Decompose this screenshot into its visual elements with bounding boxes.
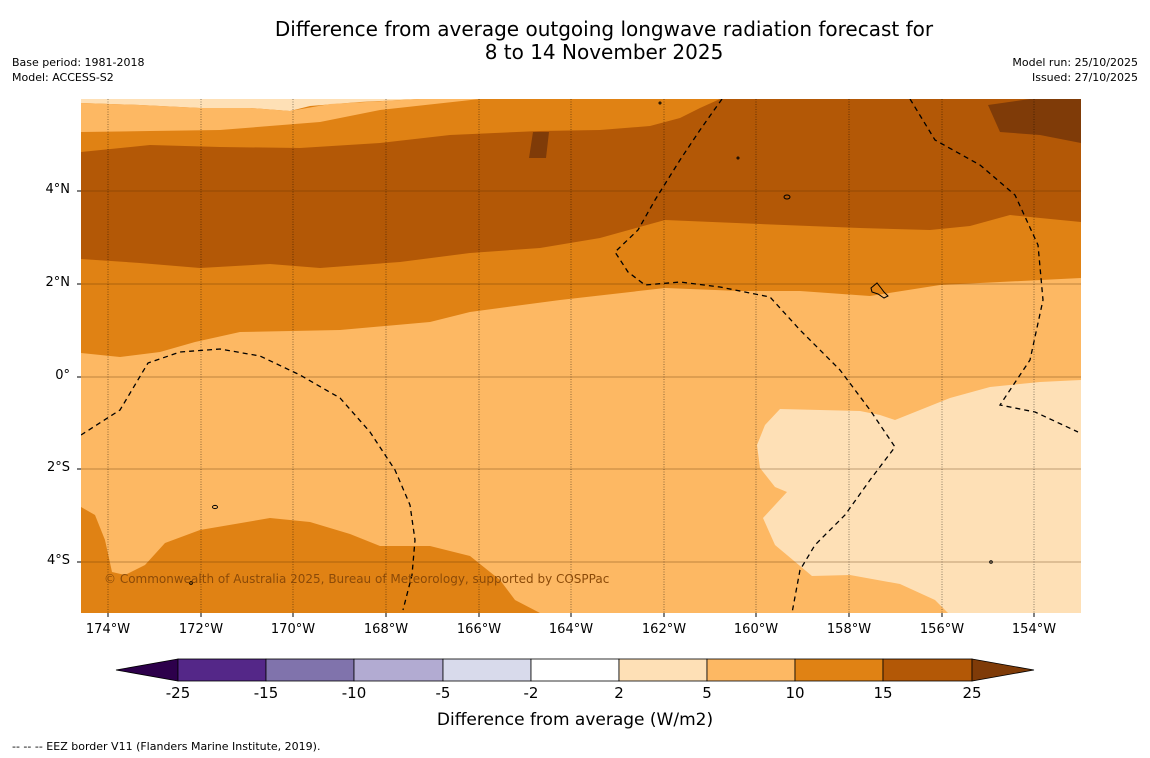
colorbar-below-arrow bbox=[115, 658, 179, 682]
title-line-2: 8 to 14 November 2025 bbox=[484, 40, 724, 64]
lat-label-2s: 2°S bbox=[46, 460, 70, 475]
lon-label-164w: 164°W bbox=[548, 622, 594, 637]
colorbar-tick: -25 bbox=[165, 684, 191, 702]
anomaly-10-15-region-south bbox=[81, 507, 540, 613]
anomaly-over-25-patch-west bbox=[529, 132, 549, 158]
meta-left: Base period: 1981-2018 Model: ACCESS-S2 bbox=[12, 55, 144, 85]
lon-label-168w: 168°W bbox=[363, 622, 409, 637]
lat-label-4s: 4°S bbox=[46, 553, 70, 568]
colorbar-tick: 25 bbox=[962, 684, 982, 702]
colorbar-tick: -10 bbox=[341, 684, 367, 702]
colorbar-bin-1 bbox=[177, 658, 267, 682]
colorbar bbox=[115, 658, 1035, 682]
colorbar-bin-8 bbox=[794, 658, 884, 682]
colorbar-bin-9 bbox=[882, 658, 973, 682]
colorbar-tick: -2 bbox=[523, 684, 539, 702]
colorbar-label: Difference from average (W/m2) bbox=[436, 710, 714, 730]
map-title: Difference from average outgoing longwav… bbox=[0, 18, 1150, 64]
colorbar-bin-7 bbox=[706, 658, 796, 682]
lon-label-160w: 160°W bbox=[733, 622, 779, 637]
lat-label-2n: 2°N bbox=[45, 275, 71, 290]
anomaly-5-10-region-northwest bbox=[81, 99, 480, 132]
colorbar-tick: 2 bbox=[614, 684, 624, 702]
colorbar-tick: 15 bbox=[873, 684, 893, 702]
anomaly-2-5-region-southeast bbox=[757, 380, 1081, 613]
lon-label-166w: 166°W bbox=[456, 622, 502, 637]
eez-borders bbox=[81, 99, 1079, 613]
longitude-gridlines bbox=[107, 99, 1035, 613]
colorbar-bin-3 bbox=[353, 658, 444, 682]
title-line-1: Difference from average outgoing longwav… bbox=[274, 17, 934, 41]
lat-label-4n: 4°N bbox=[45, 182, 71, 197]
lon-label-156w: 156°W bbox=[919, 622, 965, 637]
lon-label-162w: 162°W bbox=[641, 622, 687, 637]
lon-label-170w: 170°W bbox=[270, 622, 316, 637]
colorbar-bin-4 bbox=[442, 658, 532, 682]
meta-right: Model run: 25/10/2025 Issued: 27/10/2025 bbox=[1012, 55, 1138, 85]
colorbar-bin-2 bbox=[265, 658, 355, 682]
lat-label-0: 0° bbox=[55, 368, 70, 383]
copyright-notice: © Commonwealth of Australia 2025, Bureau… bbox=[104, 572, 610, 586]
anomaly-over-25-patch-east bbox=[988, 99, 1081, 143]
colorbar-tick: 10 bbox=[785, 684, 805, 702]
lon-label-158w: 158°W bbox=[826, 622, 872, 637]
base-period: Base period: 1981-2018 bbox=[12, 56, 145, 69]
axis-ticks bbox=[77, 190, 1035, 617]
anomaly-2-5-region-northwest bbox=[81, 99, 420, 111]
colorbar-bin-5 bbox=[530, 658, 620, 682]
model-run: Model run: 25/10/2025 bbox=[1012, 56, 1138, 69]
model-name: Model: ACCESS-S2 bbox=[12, 71, 114, 84]
colorbar-tick: -15 bbox=[253, 684, 279, 702]
latitude-gridlines bbox=[81, 190, 1081, 563]
eez-footnote: -- -- -- EEZ border V11 (Flanders Marine… bbox=[12, 740, 321, 753]
islands bbox=[189, 101, 993, 585]
anomaly-15-25-region bbox=[81, 99, 1081, 268]
colorbar-above-arrow bbox=[971, 658, 1035, 682]
lon-label-154w: 154°W bbox=[1011, 622, 1057, 637]
colorbar-tick: -5 bbox=[435, 684, 451, 702]
colorbar-tick: 5 bbox=[702, 684, 712, 702]
map-area bbox=[81, 99, 1081, 613]
colorbar-bin-6 bbox=[618, 658, 708, 682]
lon-label-172w: 172°W bbox=[178, 622, 224, 637]
lon-label-174w: 174°W bbox=[85, 622, 131, 637]
issued-date: Issued: 27/10/2025 bbox=[1031, 71, 1138, 84]
